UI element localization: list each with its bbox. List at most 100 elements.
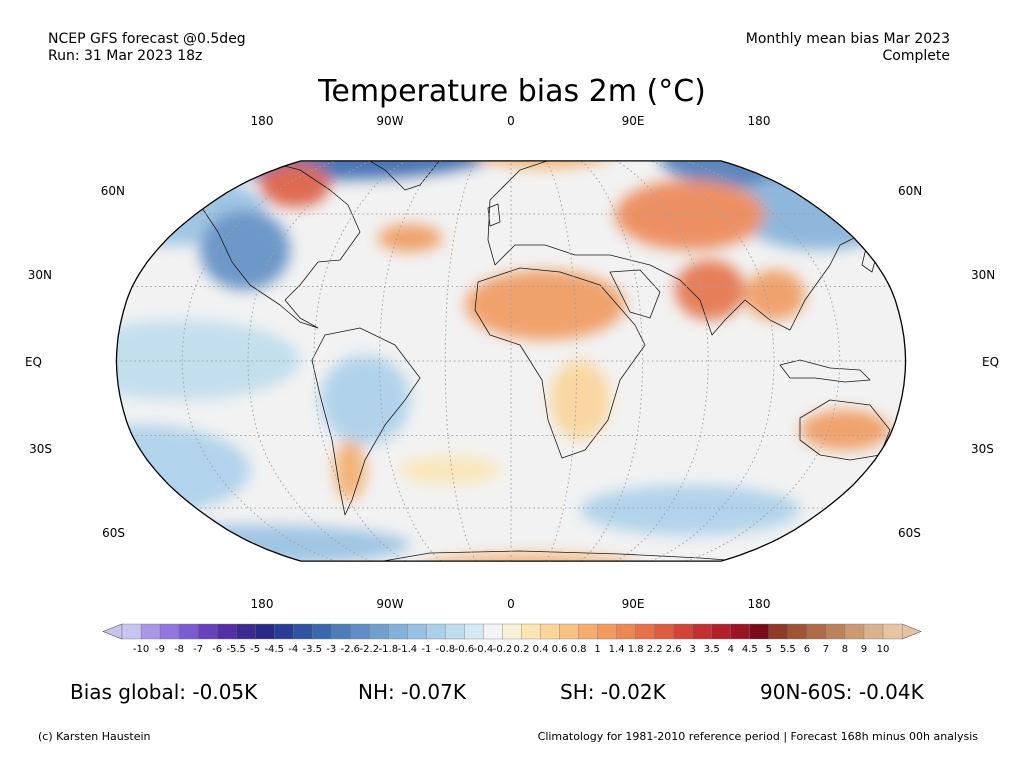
colorbar-tick-label: 4	[728, 644, 734, 655]
lon-label-bottom-2: 0	[507, 597, 515, 611]
colorbar-tick-label: 7	[823, 644, 829, 655]
colorbar-tick-label: 3	[690, 644, 696, 655]
meridian-line	[650, 160, 775, 562]
colorbar-swatch	[197, 623, 218, 640]
colorbar-swatch	[825, 623, 846, 640]
colorbar-swatch	[863, 623, 884, 640]
anomaly-tropical-pacific	[116, 320, 300, 400]
antarctica-outline	[189, 550, 841, 562]
credit-text: (c) Karsten Haustein	[38, 730, 151, 743]
colorbar-swatch	[844, 623, 865, 640]
colorbar-swatch	[673, 623, 694, 640]
colorbar-swatch	[426, 623, 446, 640]
colorbar-swatch	[521, 623, 542, 640]
colorbar-swatch	[806, 623, 827, 640]
stat-nh: NH: -0.07K	[358, 680, 466, 704]
meridian-line	[247, 160, 372, 562]
anomaly-south-atlantic	[400, 456, 500, 484]
meridian-line	[545, 160, 578, 562]
lon-label-top-4: 180	[748, 114, 771, 128]
anomaly-india	[675, 260, 745, 320]
anomaly-western-us	[200, 210, 290, 290]
colorbar-swatch	[216, 623, 237, 640]
colorbar-tick-label: -9	[155, 644, 165, 655]
colorbar-tick-label: 0.2	[514, 644, 530, 655]
lon-label-bottom-4: 180	[748, 597, 771, 611]
anomaly-australia	[800, 410, 890, 450]
footer-note: Climatology for 1981-2010 reference peri…	[537, 730, 978, 743]
colorbar-swatch	[597, 623, 618, 640]
colorbar-swatch	[768, 623, 789, 640]
colorbar-swatch	[654, 623, 675, 640]
colorbar-arrow-high	[901, 623, 922, 640]
lat-label-right-4: 60S	[898, 526, 921, 540]
lat-label-left-3: 30S	[29, 442, 52, 456]
anomaly-arctic-canada	[160, 160, 500, 180]
continents	[171, 160, 940, 562]
lon-label-bottom-1: 90W	[376, 597, 403, 611]
anomaly-antarctic-west	[150, 558, 290, 562]
colorbar-tick-label: 8	[842, 644, 848, 655]
colorbar-tick-label: 10	[877, 644, 890, 655]
graticule-labels: 180 90W 0 90E 180 180 90W 0 90E 180 60N …	[25, 114, 999, 611]
new-zealand-outline	[922, 460, 940, 480]
colorbar-swatch	[274, 623, 294, 640]
british-isles-outline	[487, 203, 501, 227]
indonesia-outline	[779, 359, 871, 383]
header-left: NCEP GFS forecast @0.5deg Run: 31 Mar 20…	[48, 31, 246, 65]
lon-label-top-0: 180	[251, 114, 274, 128]
colorbar-tick-label: 0.4	[533, 644, 549, 655]
colorbar-swatch	[692, 623, 713, 640]
meridian-line	[615, 160, 709, 562]
colorbar-tick-label: -3.5	[302, 644, 322, 655]
anomaly-arctic-atlantic	[475, 160, 615, 168]
colorbar-tick-label: -0.2	[493, 644, 513, 655]
anomaly-south-pacific	[116, 425, 250, 515]
colorbar-swatch	[483, 623, 503, 640]
colorbar-tick-label: -2.2	[360, 644, 380, 655]
colorbar-tick-label: -5	[250, 644, 260, 655]
colorbar-arrow-low	[102, 623, 123, 640]
anomaly-sahara	[465, 270, 625, 340]
colorbar-tick-label: -2.6	[341, 644, 361, 655]
colorbar-swatch	[369, 623, 389, 640]
colorbar-tick-label: -1.8	[379, 644, 399, 655]
colorbar-tick-label: 5.5	[780, 644, 796, 655]
lon-label-top-3: 90E	[622, 114, 645, 128]
colorbar-swatch	[749, 623, 770, 640]
colorbar-tick-label: 2.2	[647, 644, 663, 655]
colorbar-swatch	[350, 623, 370, 640]
colorbar-tick-label: -3	[326, 644, 336, 655]
lat-label-right-2: EQ	[982, 355, 999, 369]
map-border	[115, 160, 907, 562]
colorbar-swatch	[235, 623, 256, 640]
colorbar-swatch	[711, 623, 732, 640]
anomaly-antarctic-east	[420, 554, 640, 562]
colorbar-tick-label: -10	[133, 644, 149, 655]
colorbar-tick-label: 1.4	[609, 644, 625, 655]
colorbar: -10 -9 -8 -7 -6 -5.5 -5 -4.5 -4 -3.5 -3 -2.6 -2.2 -1.…	[102, 623, 922, 655]
colorbar-swatch	[388, 623, 408, 640]
lat-label-left-1: 30N	[28, 268, 52, 282]
colorbar-swatch	[882, 623, 903, 640]
colorbar-tick-label: -6	[212, 644, 222, 655]
anomaly-patagonia	[334, 440, 366, 500]
lon-label-bottom-3: 90E	[622, 597, 645, 611]
anomaly-amazon	[320, 355, 410, 445]
colorbar-tick-label: 6	[804, 644, 810, 655]
south-america-outline	[311, 327, 421, 516]
colorbar-swatch	[312, 623, 332, 640]
lat-label-left-4: 60S	[102, 526, 125, 540]
meridian-line	[580, 160, 644, 562]
lon-label-bottom-0: 180	[251, 597, 274, 611]
lat-label-right-1: 30N	[971, 268, 995, 282]
colorbar-swatch	[616, 623, 637, 640]
colorbar-tick-label: 9	[861, 644, 867, 655]
lon-label-top-1: 90W	[376, 114, 403, 128]
colorbar-tick-label: -0.6	[455, 644, 475, 655]
graticule	[116, 160, 906, 562]
anomaly-southern-ocean	[116, 525, 410, 562]
colorbar-swatch	[254, 623, 275, 640]
anomaly-north-atlantic	[378, 224, 442, 252]
